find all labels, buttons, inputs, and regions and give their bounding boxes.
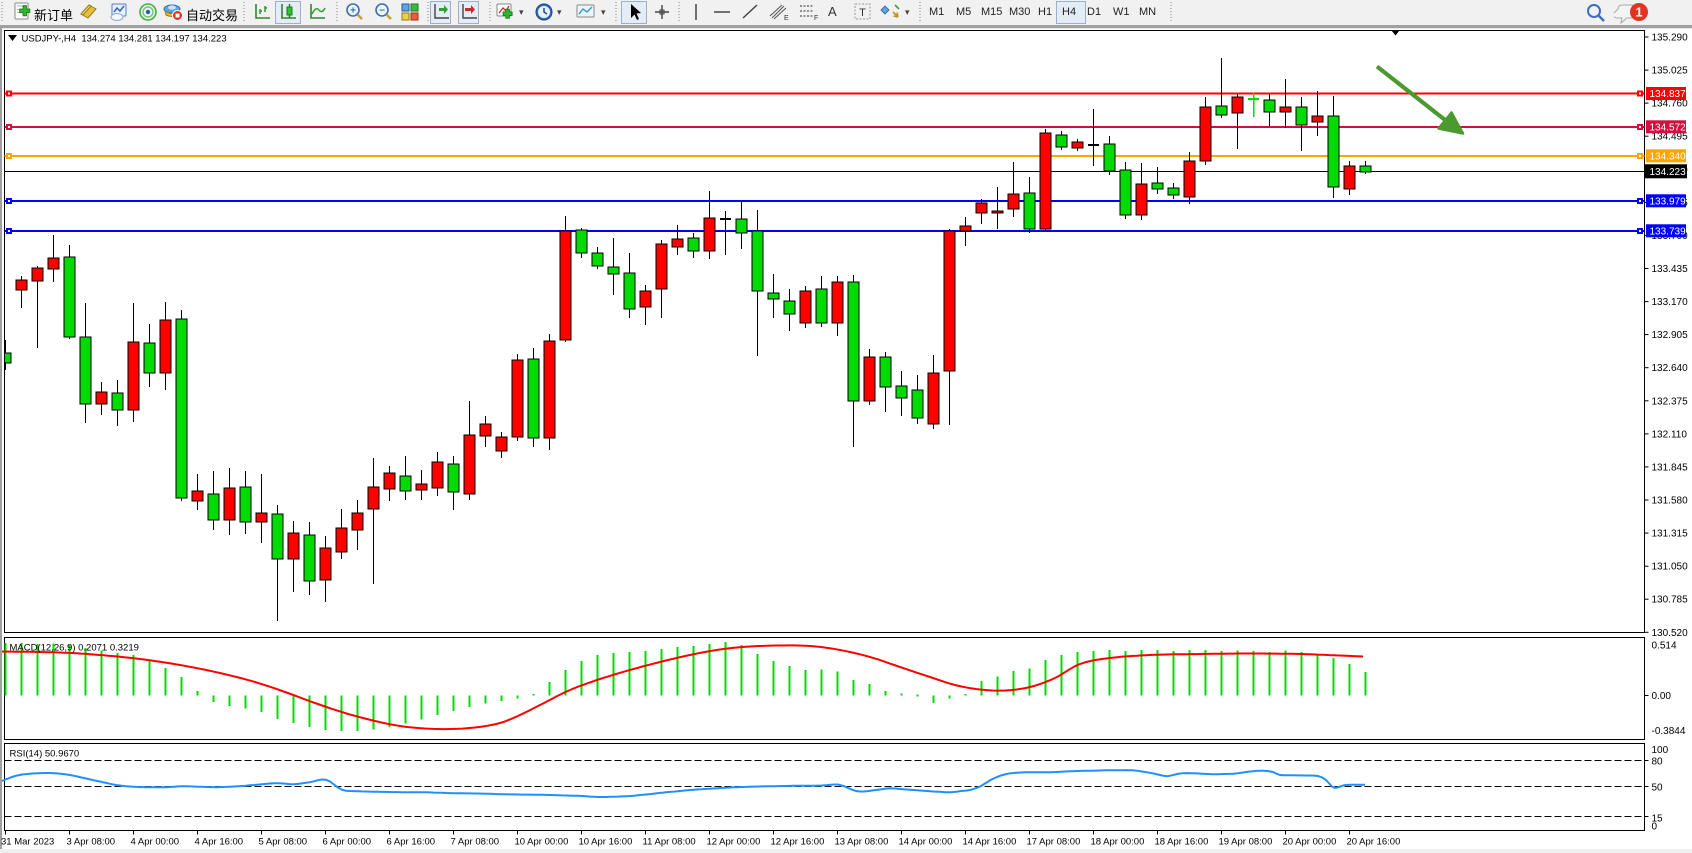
svg-text:12 Apr 00:00: 12 Apr 00:00: [707, 837, 761, 848]
svg-text:E: E: [784, 15, 789, 22]
svg-text:31 Mar 2023: 31 Mar 2023: [1, 837, 54, 848]
svg-text:133.979: 133.979: [1650, 196, 1687, 207]
svg-text:11 Apr 08:00: 11 Apr 08:00: [643, 837, 696, 848]
svg-text:132.375: 132.375: [1652, 396, 1689, 407]
svg-text:6 Apr 16:00: 6 Apr 16:00: [387, 837, 436, 848]
svg-text:-0.3844: -0.3844: [1652, 726, 1686, 737]
svg-text:20 Apr 16:00: 20 Apr 16:00: [1347, 837, 1401, 848]
svg-text:10 Apr 00:00: 10 Apr 00:00: [515, 837, 569, 848]
svg-text:131.845: 131.845: [1652, 462, 1689, 473]
svg-text:T: T: [859, 7, 866, 19]
svg-text:12 Apr 16:00: 12 Apr 16:00: [771, 837, 825, 848]
svg-text:134.837: 134.837: [1650, 89, 1687, 100]
svg-text:18 Apr 00:00: 18 Apr 00:00: [1091, 837, 1145, 848]
svg-text:14 Apr 00:00: 14 Apr 00:00: [899, 837, 953, 848]
svg-text:4 Apr 16:00: 4 Apr 16:00: [195, 837, 244, 848]
svg-text:RSI(14) 50.9670: RSI(14) 50.9670: [10, 749, 80, 760]
svg-text:F: F: [814, 15, 818, 22]
svg-text:17 Apr 08:00: 17 Apr 08:00: [1027, 837, 1081, 848]
svg-text:134.572: 134.572: [1650, 122, 1687, 133]
svg-text:USDJPY-,H4 134.274 134.281 13: USDJPY-,H4 134.274 134.281 134.197 134.2…: [22, 34, 227, 45]
svg-text:0: 0: [1652, 822, 1658, 833]
svg-text:133.739: 133.739: [1650, 226, 1687, 237]
svg-text:MACD(12,26,9) 0.2071 0.3219: MACD(12,26,9) 0.2071 0.3219: [10, 643, 139, 654]
svg-text:0.00: 0.00: [1652, 691, 1672, 702]
svg-text:135.025: 135.025: [1652, 66, 1689, 77]
svg-text:100: 100: [1652, 745, 1669, 756]
svg-text:80: 80: [1652, 757, 1664, 768]
svg-text:134.340: 134.340: [1650, 151, 1687, 162]
svg-text:134.223: 134.223: [1650, 167, 1687, 178]
svg-text:132.905: 132.905: [1652, 330, 1689, 341]
svg-text:133.170: 133.170: [1652, 297, 1689, 308]
svg-text:19 Apr 08:00: 19 Apr 08:00: [1219, 837, 1273, 848]
svg-text:135.290: 135.290: [1652, 33, 1689, 44]
svg-text:132.110: 132.110: [1652, 429, 1688, 440]
svg-text:130.785: 130.785: [1652, 595, 1689, 606]
svg-text:5 Apr 08:00: 5 Apr 08:00: [259, 837, 308, 848]
svg-text:131.315: 131.315: [1652, 529, 1689, 540]
svg-text:18 Apr 16:00: 18 Apr 16:00: [1155, 837, 1209, 848]
svg-text:4 Apr 00:00: 4 Apr 00:00: [131, 837, 180, 848]
svg-text:14 Apr 16:00: 14 Apr 16:00: [963, 837, 1017, 848]
svg-text:7 Apr 08:00: 7 Apr 08:00: [451, 837, 500, 848]
svg-text:15: 15: [1652, 814, 1664, 825]
svg-text:1: 1: [1635, 5, 1642, 20]
svg-text:13 Apr 08:00: 13 Apr 08:00: [835, 837, 889, 848]
svg-text:10 Apr 16:00: 10 Apr 16:00: [579, 837, 633, 848]
svg-text:50: 50: [1652, 783, 1664, 794]
svg-text:133.435: 133.435: [1652, 264, 1689, 275]
svg-text:3 Apr 08:00: 3 Apr 08:00: [67, 837, 116, 848]
svg-text:134.495: 134.495: [1652, 132, 1689, 143]
svg-text:132.640: 132.640: [1652, 363, 1689, 374]
svg-text:0.514: 0.514: [1652, 641, 1677, 652]
svg-text:−: −: [379, 6, 385, 17]
svg-text:131.050: 131.050: [1652, 562, 1689, 573]
svg-text:134.760: 134.760: [1652, 99, 1689, 110]
svg-text:131.580: 131.580: [1652, 496, 1689, 507]
svg-text:6 Apr 00:00: 6 Apr 00:00: [323, 837, 372, 848]
svg-text:130.520: 130.520: [1652, 628, 1689, 639]
svg-text:20 Apr 00:00: 20 Apr 00:00: [1283, 837, 1337, 848]
svg-text:+: +: [350, 6, 356, 17]
